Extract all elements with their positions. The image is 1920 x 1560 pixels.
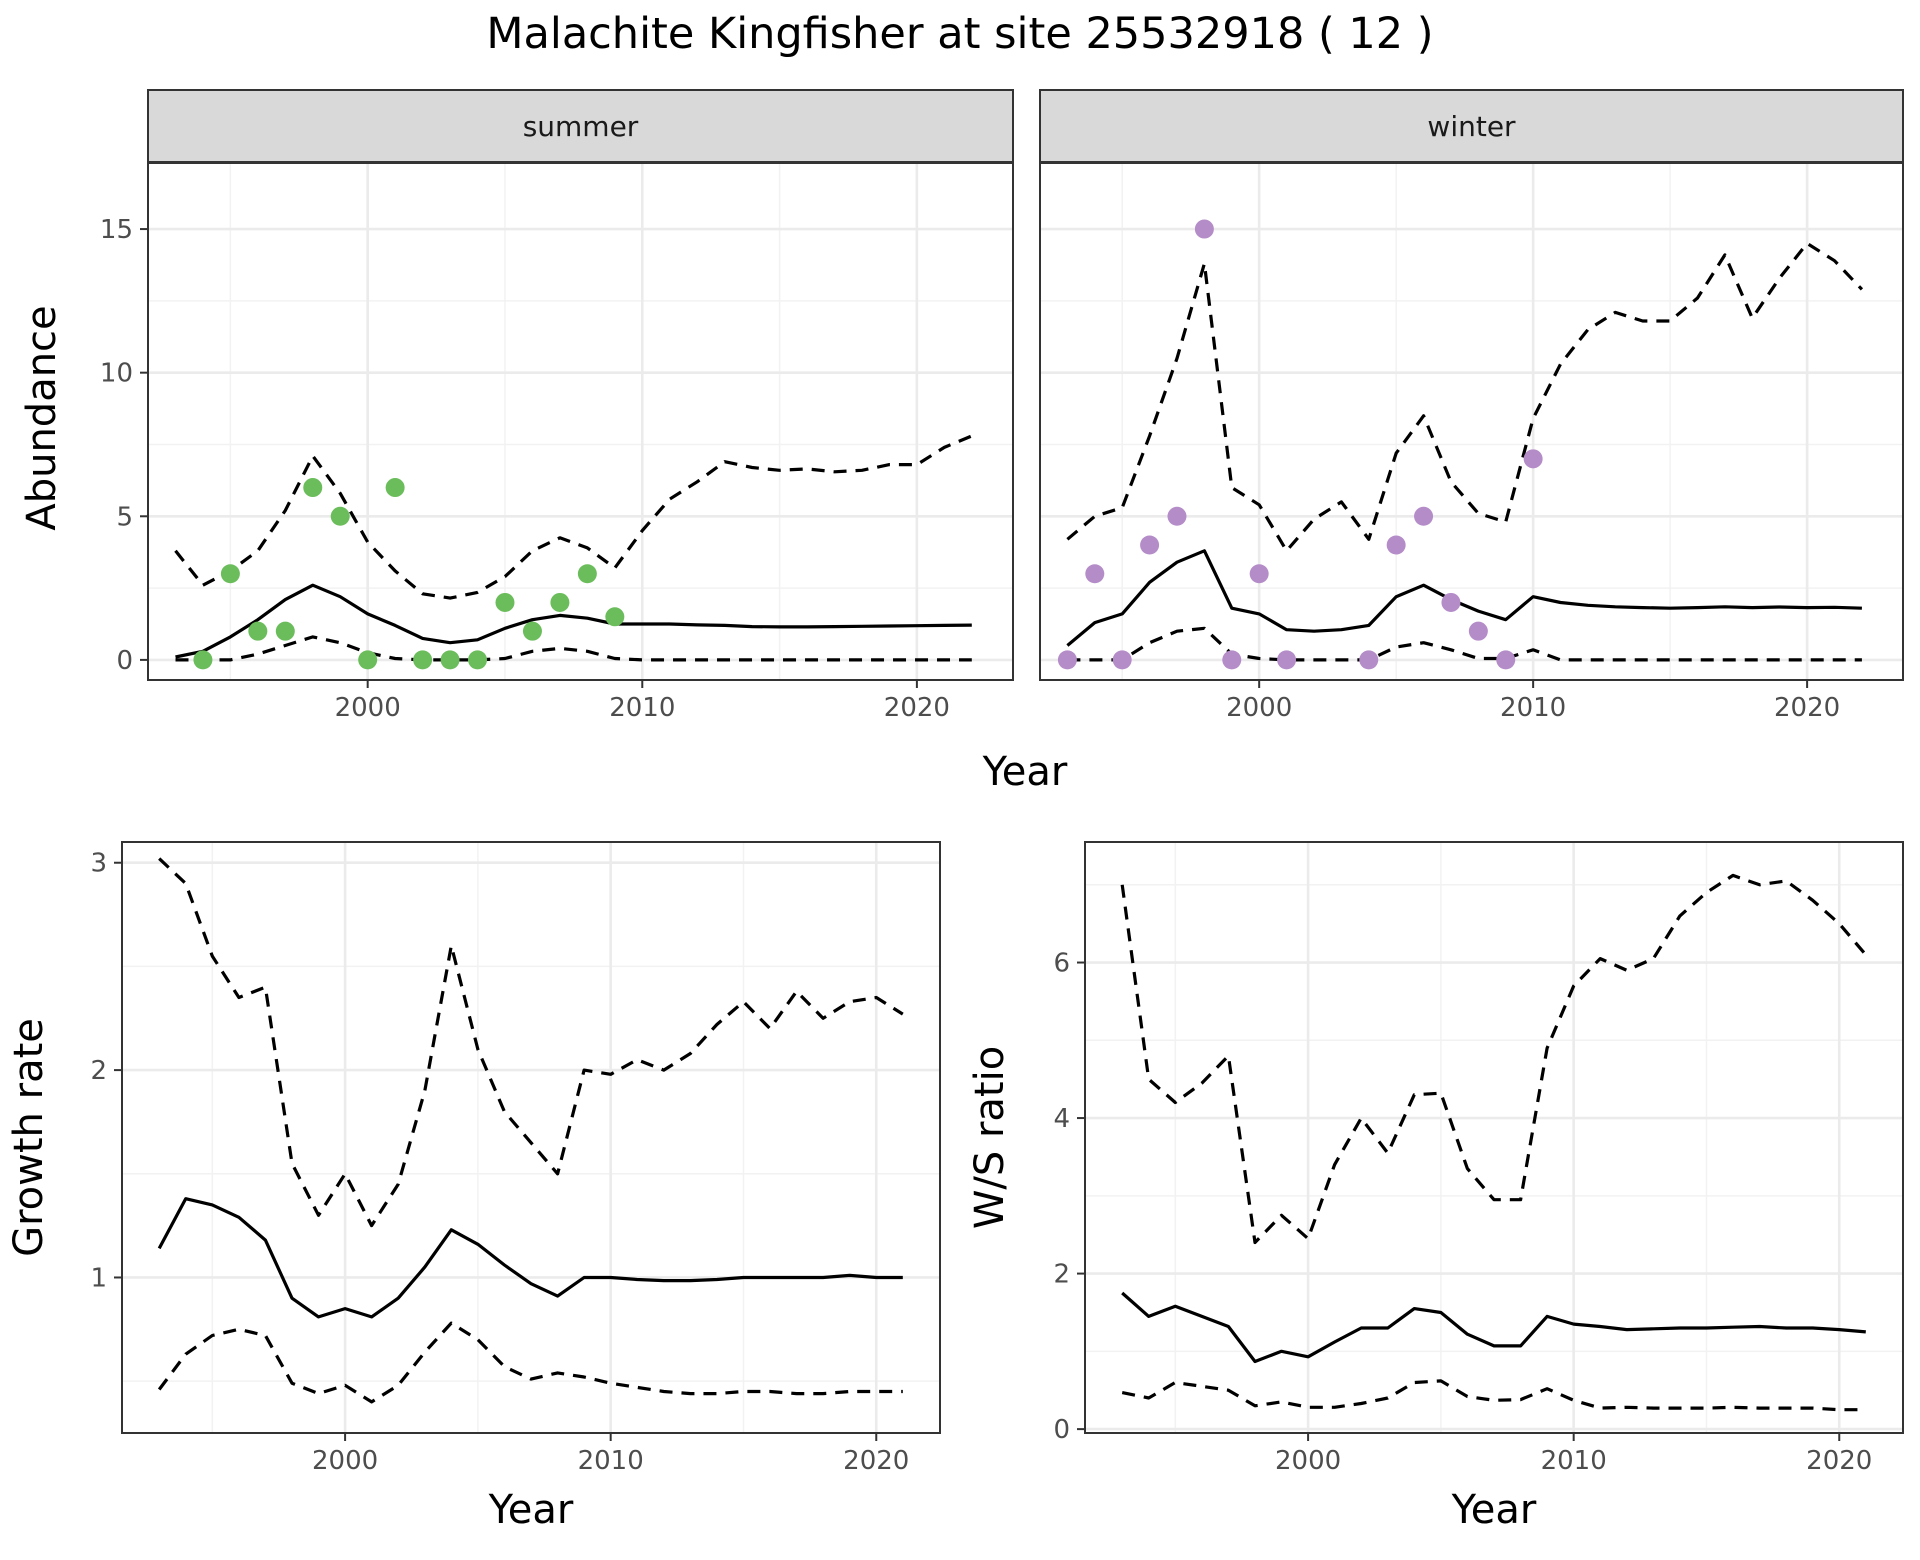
series-line-lower [1121, 1379, 1866, 1412]
x-tick-label: 2000 [1275, 1446, 1341, 1476]
observed-point [1441, 592, 1461, 612]
x-tick-label: 2000 [312, 1446, 378, 1476]
observed-point [193, 650, 213, 670]
y-tick-label: 2 [90, 1056, 107, 1086]
strip-background [1039, 89, 1904, 163]
observed-point [1359, 650, 1379, 670]
strip-label-summer: summer [523, 110, 639, 143]
y-tick-label: 6 [1053, 949, 1070, 979]
series-group [174, 434, 973, 662]
y-tick-label: 1 [90, 1263, 107, 1293]
observed-point [358, 650, 378, 670]
observed-point [413, 650, 433, 670]
series-line-upper [1120, 873, 1868, 1245]
panel-background [148, 163, 1013, 680]
observed-point [1167, 506, 1187, 526]
series-line-estimate [157, 1197, 903, 1319]
series-group [1066, 241, 1864, 662]
y-tick-label: 10 [100, 359, 133, 389]
observed-point [1222, 650, 1242, 670]
observed-point [275, 621, 295, 641]
y-tick-label: 0 [1053, 1415, 1070, 1445]
series-line-estimate [175, 583, 972, 659]
y-tick-label: 3 [90, 849, 107, 879]
main-title: Malachite Kingfisher at site 25532918 ( … [486, 9, 1433, 59]
y-axis-title-growth: Growth rate [6, 1018, 52, 1257]
panel-background [122, 842, 940, 1433]
y-axis-title-ws_ratio: W/S ratio [967, 1046, 1013, 1229]
x-tick-label: 2010 [1500, 693, 1566, 723]
series-group [1120, 873, 1868, 1412]
strip-background [147, 89, 1014, 163]
observed-point [220, 564, 240, 584]
panel-background [1040, 163, 1903, 680]
top-x-axis-title: Year [982, 749, 1068, 795]
observed-point [1140, 535, 1160, 555]
observed-point [440, 650, 460, 670]
strip-label-winter: winter [1427, 110, 1516, 143]
observed-point [1277, 650, 1297, 670]
observed-point [1496, 650, 1516, 670]
observed-point [248, 621, 268, 641]
panel-ws_ratio: 2000 2010 2020 0 2 4 6 Year W/S ratio [967, 841, 1904, 1533]
x-tick-label: 2000 [1226, 693, 1292, 723]
panel-border [121, 841, 941, 1434]
observed-point [468, 650, 488, 670]
x-tick-label: 2020 [1806, 1446, 1872, 1476]
x-tick-label: 2010 [578, 1446, 644, 1476]
observed-point [1468, 621, 1488, 641]
y-tick-label: 5 [116, 502, 133, 532]
observed-point [495, 592, 515, 612]
series-line-lower [157, 1321, 903, 1404]
observed-point [1085, 564, 1105, 584]
observed-point [1194, 219, 1214, 239]
series-line-upper [1066, 241, 1864, 553]
observed-point [605, 607, 625, 627]
observed-point [522, 621, 542, 641]
series-line-upper [174, 434, 973, 600]
observed-point [577, 564, 597, 584]
observed-point [1523, 449, 1543, 469]
x-axis-title-growth: Year [488, 1487, 574, 1533]
panel-winter: winter 2000 2010 2020 [1039, 89, 1904, 723]
observed-point [1112, 650, 1132, 670]
x-tick-label: 2020 [884, 693, 950, 723]
observed-point [303, 478, 323, 498]
series-group [157, 857, 904, 1404]
panel-border [1084, 841, 1904, 1434]
panel-summer: summer 2000 2010 2020 0 5 10 15 [100, 89, 1014, 723]
observed-point [550, 592, 570, 612]
x-tick-label: 2020 [1774, 693, 1840, 723]
y-tick-label: 2 [1053, 1260, 1070, 1290]
top-y-axis-title: Abundance [19, 305, 65, 530]
x-tick-label: 2010 [609, 693, 675, 723]
observed-point [1057, 650, 1077, 670]
observed-point [1414, 506, 1434, 526]
observed-point [1386, 535, 1406, 555]
x-tick-label: 2020 [843, 1446, 909, 1476]
y-tick-label: 15 [100, 215, 133, 245]
y-tick-label: 4 [1053, 1104, 1070, 1134]
y-tick-label: 0 [116, 646, 133, 676]
x-tick-label: 2000 [335, 693, 401, 723]
observed-point [385, 478, 405, 498]
observed-point [1249, 564, 1269, 584]
series-line-estimate [1066, 549, 1862, 647]
series-line-upper [158, 857, 904, 1228]
series-line-lower [1067, 626, 1862, 662]
x-tick-label: 2010 [1541, 1446, 1607, 1476]
x-axis-title-ws_ratio: Year [1451, 1487, 1537, 1533]
observed-point [330, 506, 350, 526]
series-line-estimate [1121, 1291, 1866, 1364]
panel-background [1085, 842, 1903, 1433]
series-line-lower [175, 635, 972, 662]
panel-growth: 2000 2010 2020 1 2 3 Year Growth rate [6, 841, 941, 1533]
